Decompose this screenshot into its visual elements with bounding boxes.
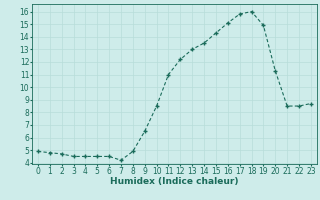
X-axis label: Humidex (Indice chaleur): Humidex (Indice chaleur) xyxy=(110,177,239,186)
